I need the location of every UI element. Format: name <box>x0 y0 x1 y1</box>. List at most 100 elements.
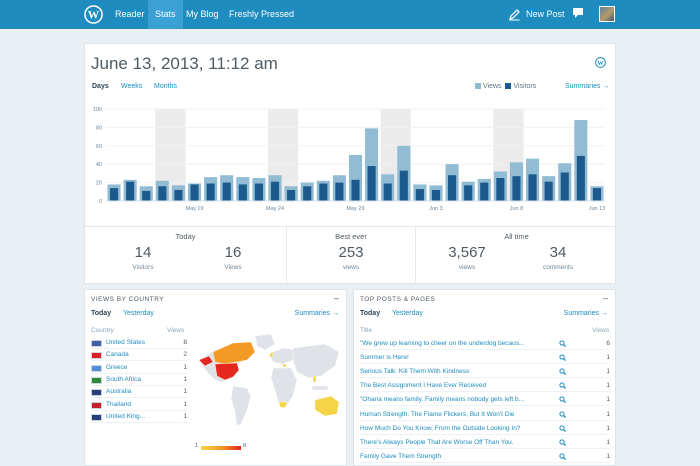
collapse-posts-button[interactable]: – <box>602 293 608 303</box>
post-title[interactable]: How Much Do You Know, From the Outside L… <box>360 424 521 432</box>
summaries-link[interactable]: Summaries → <box>565 83 610 90</box>
magnifier-icon[interactable] <box>559 368 566 376</box>
post-title[interactable]: There's Always People That Are Worse Off… <box>360 438 514 446</box>
visitors-bar[interactable] <box>174 189 183 201</box>
tab-today[interactable]: Today <box>91 310 112 317</box>
avatar[interactable] <box>599 6 615 22</box>
post-row[interactable]: Summer is Here! 1 <box>360 351 610 365</box>
south-africa-region[interactable] <box>278 401 288 409</box>
visitors-bar[interactable] <box>448 175 457 201</box>
visitors-bar[interactable] <box>319 183 328 201</box>
visitors-bar[interactable] <box>464 185 473 201</box>
post-title[interactable]: Serious Talk: Kill Them With Kindness <box>360 368 470 376</box>
visitors-bar[interactable] <box>496 178 505 201</box>
country-row[interactable]: United States 8 <box>91 337 187 349</box>
post-row[interactable]: How Much Do You Know, From the Outside L… <box>360 422 610 435</box>
post-row[interactable]: "Ohana means family. Family means nobody… <box>360 393 610 407</box>
world-map[interactable] <box>193 330 343 440</box>
visitors-bar[interactable] <box>528 174 537 201</box>
country-row[interactable]: Australia 1 <box>91 386 187 399</box>
visitors-bar[interactable] <box>126 181 135 201</box>
visitors-bar[interactable] <box>592 188 602 201</box>
tab-yesterday[interactable]: Yesterday <box>123 310 154 317</box>
visitors-bar[interactable] <box>512 176 521 201</box>
visitors-bar[interactable] <box>206 183 215 201</box>
visitors-bar[interactable] <box>367 166 376 201</box>
greenland-land[interactable] <box>254 333 276 351</box>
greece-region[interactable] <box>282 363 287 368</box>
post-row[interactable]: "We grew up learning to cheer on the und… <box>360 337 610 350</box>
europe-land[interactable] <box>268 347 298 365</box>
visitors-bar[interactable] <box>270 181 280 201</box>
magnifier-icon[interactable] <box>559 340 566 347</box>
tab-months[interactable]: Months <box>154 83 177 90</box>
visitors-bar[interactable] <box>190 184 199 201</box>
wordpress-icon[interactable]: W <box>595 57 606 68</box>
country-row[interactable]: Canada 2 <box>91 349 187 362</box>
visitors-bar[interactable] <box>335 182 344 201</box>
visitors-bar[interactable] <box>351 179 360 201</box>
asia-land[interactable] <box>292 343 340 379</box>
magnifier-icon[interactable] <box>559 439 566 446</box>
south-america-land[interactable] <box>230 385 252 427</box>
visitors-bar[interactable] <box>480 182 489 201</box>
post-row[interactable]: Human Strength: The Flame Flickers, But … <box>360 408 610 421</box>
post-title[interactable]: Family Gave Them Strength <box>360 452 442 460</box>
magnifier-icon[interactable] <box>559 424 566 432</box>
nav-reader[interactable]: Reader <box>115 9 145 19</box>
post-row[interactable]: There's Always People That Are Worse Off… <box>360 436 610 449</box>
tab-days[interactable]: Days <box>92 83 109 90</box>
visitors-bar[interactable] <box>399 170 408 201</box>
canada-region[interactable] <box>212 341 256 365</box>
visitors-bar[interactable] <box>287 189 296 201</box>
thailand-region[interactable] <box>312 375 317 383</box>
tab-yesterday[interactable]: Yesterday <box>392 310 423 317</box>
notifications-icon[interactable] <box>572 7 584 20</box>
visitors-bar[interactable] <box>415 189 424 201</box>
nav-my-blog[interactable]: My Blog <box>186 9 219 19</box>
posts-summaries-link[interactable]: Summaries → <box>563 310 608 317</box>
visitors-bar[interactable] <box>254 183 263 201</box>
post-title[interactable]: The Best Assignment I Have Ever Received <box>360 382 487 390</box>
post-row[interactable]: Serious Talk: Kill Them With Kindness 1 <box>360 365 610 379</box>
visitors-bar[interactable] <box>142 190 151 201</box>
stats-card: June 13, 2013, 11:12 am W Days Weeks Mon… <box>84 43 617 285</box>
visitors-bar[interactable] <box>560 172 569 201</box>
country-summaries-link[interactable]: Summaries → <box>294 310 339 317</box>
magnifier-icon[interactable] <box>559 354 566 362</box>
post-title[interactable]: Summer is Here! <box>360 354 409 362</box>
magnifier-icon[interactable] <box>559 382 566 390</box>
visitors-bar[interactable] <box>303 186 312 201</box>
post-row[interactable]: The Best Assignment I Have Ever Received… <box>360 379 610 393</box>
post-title[interactable]: "Ohana means family. Family means nobody… <box>360 396 525 404</box>
magnifier-icon[interactable] <box>559 396 566 404</box>
alaska-region[interactable] <box>198 355 214 367</box>
tab-weeks[interactable]: Weeks <box>121 83 143 90</box>
visitors-bar[interactable] <box>222 182 231 201</box>
visitors-bar[interactable] <box>383 183 392 201</box>
uk-region[interactable] <box>269 351 274 358</box>
country-row[interactable]: Greece 1 <box>91 362 187 374</box>
nav-stats[interactable]: Stats <box>148 0 183 29</box>
post-row[interactable]: Family Gave Them Strength 1 <box>360 450 610 463</box>
visitors-bar[interactable] <box>109 188 119 201</box>
nav-freshly-pressed[interactable]: Freshly Pressed <box>229 9 295 19</box>
country-row[interactable]: Thailand 1 <box>91 399 187 411</box>
wordpress-logo-icon[interactable]: W <box>84 5 103 24</box>
post-title[interactable]: "We grew up learning to cheer on the und… <box>360 340 525 347</box>
collapse-country-button[interactable]: – <box>333 293 339 303</box>
visitors-bar[interactable] <box>576 155 585 201</box>
visitors-bar[interactable] <box>238 184 247 201</box>
post-title[interactable]: Human Strength: The Flame Flickers, But … <box>360 410 515 418</box>
country-row[interactable]: South Africa 1 <box>91 374 187 386</box>
indonesia-land[interactable] <box>310 385 330 391</box>
visitors-bar[interactable] <box>544 181 553 201</box>
visitors-bar[interactable] <box>431 189 441 201</box>
tab-today[interactable]: Today <box>360 310 381 317</box>
magnifier-icon[interactable] <box>559 453 566 460</box>
visitors-bar[interactable] <box>158 186 167 201</box>
australia-region[interactable] <box>314 395 340 417</box>
usa-region[interactable] <box>214 362 240 381</box>
magnifier-icon[interactable] <box>559 410 566 418</box>
country-row[interactable]: United King... 1 <box>91 411 187 423</box>
